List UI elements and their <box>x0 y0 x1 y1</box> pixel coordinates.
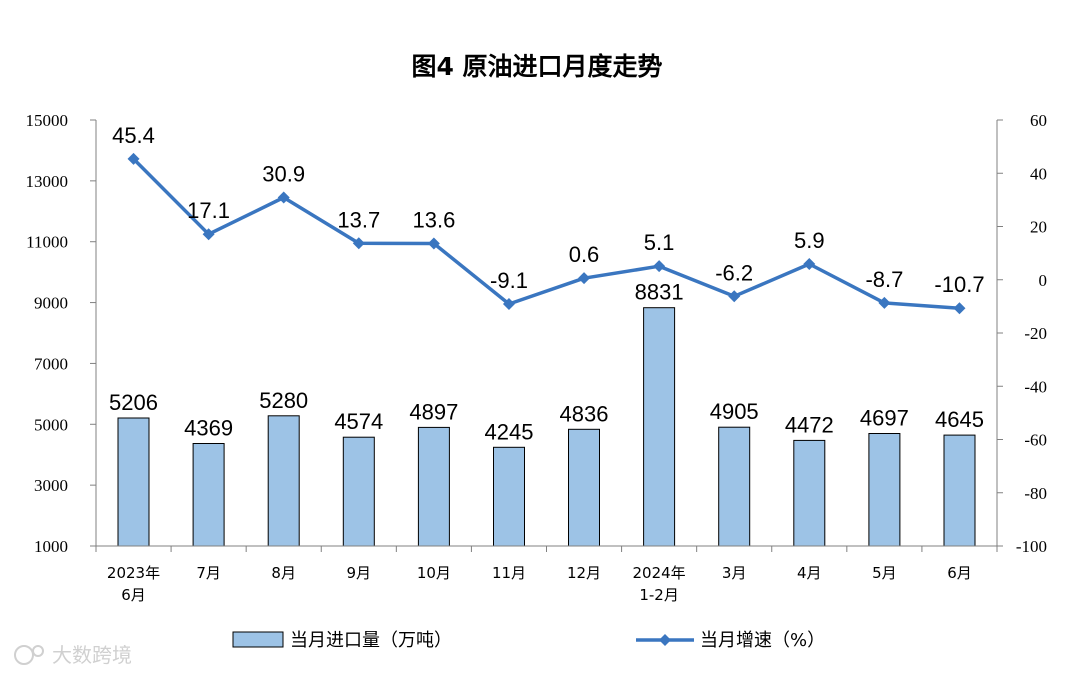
bar-1 <box>192 443 225 547</box>
bar-value-label-1: 4369 <box>184 416 233 441</box>
data-labels: 5206 4369 5280 4574 4897 4245 4836 8831 4905 4472… <box>109 123 985 444</box>
x-tick-label-0-1: 6月 <box>121 586 146 604</box>
legend-bar-label: 当月进口量（万吨） <box>290 630 452 651</box>
y-left-tick-label-6: 13000 <box>26 172 69 191</box>
watermark-logo-icon-dot <box>32 645 44 657</box>
y-right-tick-label-7: 40 <box>1030 164 1047 183</box>
legend: 当月进口量（万吨） 当月增速（%） <box>232 630 825 651</box>
y-right-tick-label-1: -80 <box>1024 484 1047 503</box>
y-left-tick-label-5: 11000 <box>26 233 68 252</box>
y-left-tick-label-3: 7000 <box>34 354 68 373</box>
bar-2 <box>267 415 300 547</box>
x-tick-label-7-1: 1-2月 <box>639 586 679 604</box>
chart-title: 图4 原油进口月度走势 <box>411 52 662 81</box>
bar-9 <box>793 439 826 547</box>
growth-point-5 <box>502 297 515 310</box>
x-tick-label-11-0: 6月 <box>947 564 972 582</box>
growth-point-4 <box>427 237 440 250</box>
growth-value-label-6: 0.6 <box>569 242 600 267</box>
growth-value-label-10: -8.7 <box>865 267 903 292</box>
x-tick-label-3-0: 9月 <box>347 564 372 582</box>
growth-point-10 <box>878 296 891 309</box>
x-tick-label-2-0: 8月 <box>271 564 296 582</box>
bar-value-label-10: 4697 <box>860 406 909 431</box>
x-tick-label-6-0: 12月 <box>567 564 601 582</box>
x-tick-label-9-0: 4月 <box>797 564 822 582</box>
bar-value-label-2: 5280 <box>259 388 308 413</box>
growth-point-9 <box>803 258 816 271</box>
bar-value-label-4: 4897 <box>409 399 458 424</box>
growth-point-8 <box>728 290 741 303</box>
x-tick-label-1-0: 7月 <box>196 564 221 582</box>
bar-value-label-0: 5206 <box>109 390 158 415</box>
x-tick-label-5-0: 11月 <box>492 564 526 582</box>
line-series <box>127 152 966 315</box>
growth-value-label-1: 17.1 <box>187 198 230 223</box>
bar-value-label-5: 4245 <box>485 419 534 444</box>
watermark: 大数跨境 <box>14 643 132 667</box>
axes: 1000 3000 5000 7000 9000 11000 13000 15000 -100 -… <box>26 111 1048 604</box>
growth-point-11 <box>953 302 966 315</box>
legend-bar-swatch <box>232 631 284 648</box>
y-left-tick-label-1: 3000 <box>34 476 68 495</box>
bar-5 <box>493 446 525 547</box>
growth-value-label-9: 5.9 <box>794 228 825 253</box>
growth-line <box>132 157 960 310</box>
y-right-tick-label-3: -40 <box>1024 377 1047 396</box>
x-tick-label-0-0: 2023年 <box>107 564 160 582</box>
y-left-tick-label-7: 15000 <box>26 111 69 130</box>
y-right-tick-label-5: 0 <box>1039 271 1048 290</box>
y-right-tick-label-8: 60 <box>1030 111 1047 130</box>
bar-value-label-3: 4574 <box>334 409 383 434</box>
growth-value-label-2: 30.9 <box>262 162 305 187</box>
x-tick-label-8-0: 3月 <box>722 564 747 582</box>
bar-8 <box>718 426 751 547</box>
growth-value-label-7: 5.1 <box>644 230 675 255</box>
bar-10 <box>868 433 901 547</box>
y-right-tick-label-0: -100 <box>1016 537 1047 556</box>
x-tick-label-4-0: 10月 <box>417 564 451 582</box>
y-right-tick-label-2: -60 <box>1024 431 1047 450</box>
y-left-tick-label-0: 1000 <box>34 537 68 556</box>
legend-line-label: 当月增速（%） <box>700 630 825 651</box>
bar-value-label-9: 4472 <box>785 412 834 437</box>
growth-value-label-11: -10.7 <box>934 272 984 297</box>
bar-3 <box>342 436 375 547</box>
bar-value-label-8: 4905 <box>710 399 759 424</box>
bar-value-label-11: 4645 <box>935 407 984 432</box>
bar-11 <box>943 434 976 547</box>
x-tick-label-7-0: 2024年 <box>633 564 686 582</box>
growth-point-6 <box>578 272 591 285</box>
y-left-tick-label-2: 5000 <box>34 415 68 434</box>
watermark-text: 大数跨境 <box>52 643 132 667</box>
bar-value-label-7: 8831 <box>635 280 684 305</box>
growth-value-label-8: -6.2 <box>715 260 753 285</box>
bar-6 <box>568 428 600 547</box>
growth-point-2 <box>277 191 290 204</box>
growth-point-3 <box>352 237 365 250</box>
bar-7 <box>643 307 676 547</box>
legend-line-marker <box>659 634 671 646</box>
x-tick-label-10-0: 5月 <box>872 564 897 582</box>
bar-4 <box>417 426 450 547</box>
growth-value-label-4: 13.6 <box>412 208 455 233</box>
growth-point-1 <box>202 228 215 241</box>
bar-0 <box>117 417 150 547</box>
growth-value-label-3: 13.7 <box>337 207 380 232</box>
bar-series <box>117 307 976 547</box>
growth-point-0 <box>127 152 140 165</box>
y-right-tick-label-4: -20 <box>1024 324 1047 343</box>
y-right-tick-label-6: 20 <box>1030 218 1047 237</box>
y-left-tick-label-4: 9000 <box>34 294 68 313</box>
watermark-logo-icon <box>14 645 34 665</box>
growth-value-label-5: -9.1 <box>490 268 528 293</box>
growth-point-7 <box>653 260 666 273</box>
bar-value-label-6: 4836 <box>560 401 609 426</box>
growth-value-label-0: 45.4 <box>112 123 155 148</box>
